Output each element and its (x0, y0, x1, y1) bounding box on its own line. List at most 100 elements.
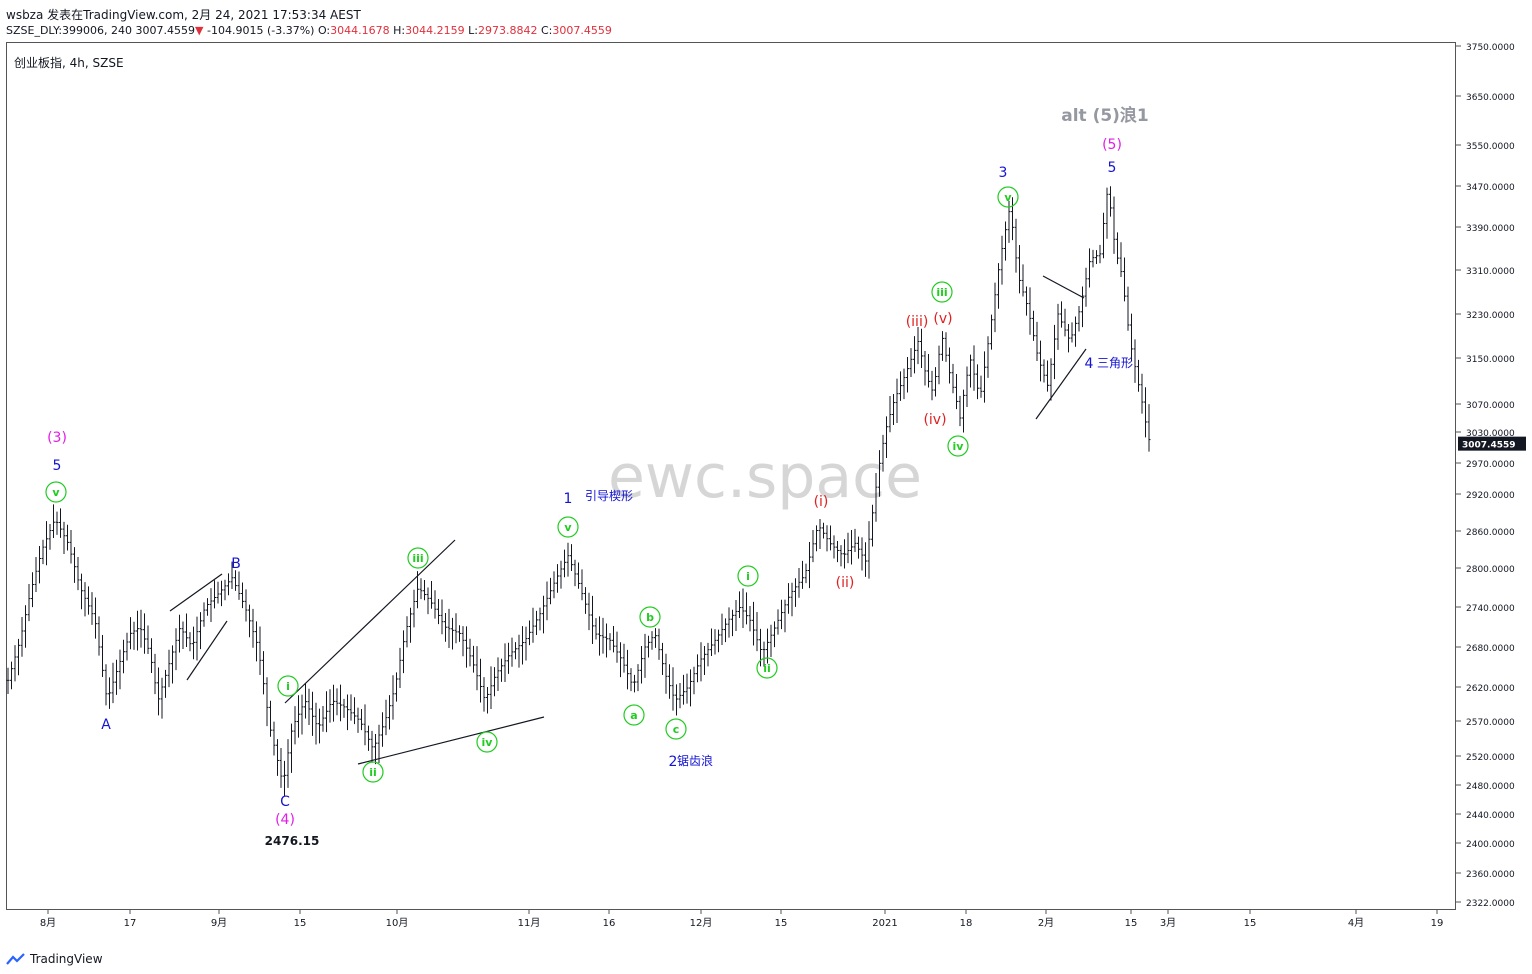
publish-date: 发表在TradingView.com, 2月 24, 2021 17:53:34… (47, 8, 361, 22)
wave-label: (5) (1102, 137, 1122, 153)
y-tick-label: 2740.0000 (1466, 604, 1515, 614)
wave-label: 3 (999, 165, 1008, 181)
wave-label-circle (737, 565, 759, 587)
x-tick-label: 15 (775, 918, 788, 929)
wave-label: ii (369, 766, 377, 779)
wave-label: 引导楔形 (585, 489, 633, 503)
y-tick-label: 3310.0000 (1466, 267, 1515, 277)
y-tick-label: 3650.0000 (1466, 93, 1515, 103)
wave-label-circle (476, 731, 498, 753)
tradingview-footer[interactable]: TradingView (6, 952, 103, 966)
last-price-label: 3007.4559 (1462, 441, 1516, 451)
close-value: 3007.4559 (552, 24, 612, 37)
x-tick-label: 18 (960, 918, 973, 929)
x-tick-label: 15 (294, 918, 307, 929)
symbol-code: SZSE_DLY:399006, 240 (6, 24, 133, 37)
ohlc-bars (6, 186, 1151, 797)
x-tick-label: 4月 (1348, 917, 1364, 929)
wave-label: A (101, 717, 111, 733)
y-tick-label: 3750.0000 (1466, 43, 1515, 53)
wave-label: C (280, 794, 290, 810)
wave-label-circle (45, 481, 67, 503)
wave-label: (i) (814, 494, 829, 510)
y-tick-label: 3550.0000 (1466, 142, 1515, 152)
wave-label: alt (5)浪1 (1061, 105, 1149, 126)
x-tick-label: 9月 (211, 917, 227, 929)
y-tick-label: 2520.0000 (1466, 753, 1515, 763)
x-tick-label: 11月 (518, 917, 541, 929)
y-tick-label: 2800.0000 (1466, 565, 1515, 575)
y-tick-label: 2860.0000 (1466, 528, 1515, 538)
change: -104.9015 (-3.37%) (207, 24, 315, 37)
low-price-label: 2476.15 (265, 834, 320, 848)
ohlc-bar: SZSE_DLY:399006, 240 3007.4559▼ -104.901… (6, 24, 612, 37)
x-tick-label: 3月 (1160, 917, 1176, 929)
wave-label: c (673, 723, 680, 736)
y-tick-label: 2620.0000 (1466, 684, 1515, 694)
wave-label: v (564, 521, 572, 534)
x-tick-label: 8月 (40, 917, 56, 929)
wave-label: 1 (564, 491, 573, 507)
open-value: 3044.1678 (330, 24, 390, 37)
y-tick-label: 2322.0000 (1466, 899, 1515, 909)
low-label: L: (468, 24, 478, 37)
last-price: 3007.4559 (135, 24, 196, 37)
wave-label-circle (756, 657, 778, 679)
x-tick-label: 19 (1431, 918, 1444, 929)
y-tick-label: 3390.0000 (1466, 224, 1515, 234)
x-tick-label: 2月 (1038, 917, 1054, 929)
x-tick-label: 2021 (872, 918, 897, 929)
y-tick-label: 3150.0000 (1466, 355, 1515, 365)
wave-label: (v) (933, 311, 952, 327)
wave-label: b (646, 611, 654, 624)
wave-label: i (746, 570, 750, 583)
wave-label: 4 (1085, 356, 1094, 372)
y-tick-label: 3470.0000 (1466, 183, 1515, 193)
wave-label: (3) (47, 430, 67, 446)
wave-label: iv (953, 440, 965, 453)
wave-label: i (286, 680, 290, 693)
low-value: 2973.8842 (477, 24, 538, 37)
y-tick-label: 2360.0000 (1466, 870, 1515, 880)
chart-pane[interactable] (6, 42, 1456, 910)
wave-label-circle (947, 435, 969, 457)
wave-label-circle (639, 606, 661, 628)
footer-brand: TradingView (30, 952, 103, 966)
wave-label: v (1004, 191, 1012, 204)
wave-label: (iv) (923, 412, 946, 428)
last-price-tag (1458, 436, 1526, 451)
open-label: O: (317, 24, 331, 37)
trend-line (186, 620, 228, 681)
wave-label-circle (557, 516, 579, 538)
y-tick-label: 3030.0000 (1466, 429, 1515, 439)
x-tick-label: 15 (1244, 918, 1257, 929)
y-tick-label: 2400.0000 (1466, 840, 1515, 850)
wave-label: 三角形 (1097, 356, 1133, 370)
wave-label-circle (362, 761, 384, 783)
x-tick-label: 16 (603, 918, 616, 929)
wave-label-circle (931, 281, 953, 303)
wave-label: iv (482, 736, 494, 749)
y-tick-label: 3230.0000 (1466, 311, 1515, 321)
publish-info: wsbza 发表在TradingView.com, 2月 24, 2021 17… (6, 6, 361, 23)
wave-label: a (630, 709, 637, 722)
trend-line (357, 716, 545, 765)
watermark: ewc.space (608, 442, 922, 512)
y-tick-label: 2970.0000 (1466, 460, 1515, 470)
wave-label: 2 (669, 754, 678, 770)
high-value: 3044.2159 (405, 24, 465, 37)
tradingview-logo-icon (6, 953, 25, 965)
y-tick-label: 2920.0000 (1466, 491, 1515, 501)
y-tick-label: 2570.0000 (1466, 718, 1515, 728)
wave-label-circle (665, 718, 687, 740)
author[interactable]: wsbza (6, 8, 44, 22)
wave-label: (ii) (836, 575, 855, 591)
y-tick-label: 3070.0000 (1466, 401, 1515, 411)
symbol-label: 创业板指, 4h, SZSE (14, 56, 124, 70)
trend-line (169, 573, 223, 612)
wave-label-circle (277, 675, 299, 697)
y-tick-label: 2440.0000 (1466, 811, 1515, 821)
wave-label: (iii) (906, 314, 929, 330)
y-tick-label: 2480.0000 (1466, 782, 1515, 792)
